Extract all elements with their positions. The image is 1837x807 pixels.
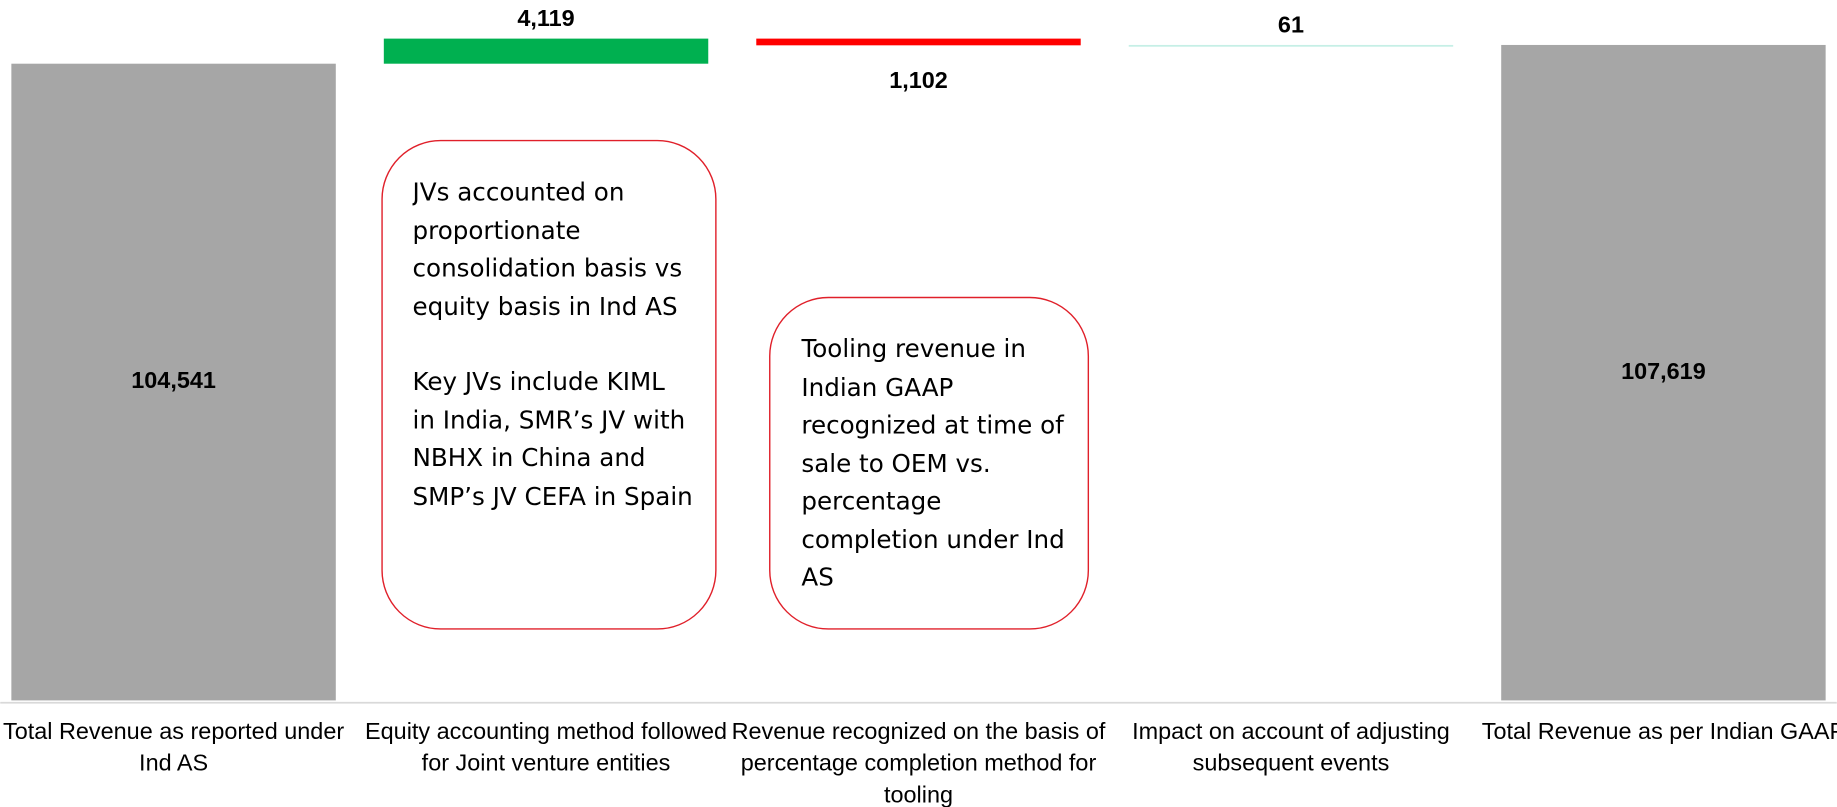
x-tick-label: Equity accounting method followed for Jo… — [365, 719, 728, 777]
annotation-box — [769, 296, 1090, 630]
annotation-text: JVs accounted on proportionate consolida… — [412, 178, 683, 321]
x-tick-label-box: Impact on account of adjusting subsequen… — [1132, 719, 1450, 777]
x-tick-label: Total Revenue as reported under Ind AS — [2, 719, 345, 777]
annotation: Tooling revenue in Indian GAAP recognize… — [801, 330, 1065, 596]
annotation-text: Tooling revenue in Indian GAAP recognize… — [801, 334, 1065, 592]
annotation-text-box: Tooling revenue in Indian GAAP recognize… — [801, 330, 1065, 596]
x-tick-label-box: Total Revenue as per Indian GAAP — [1481, 719, 1837, 745]
annotation-text: Key JVs include KIML in India, SMR’s JV … — [412, 367, 693, 511]
value-label: 107,619 — [1621, 358, 1706, 384]
x-tick-label: Impact on account of adjusting subsequen… — [1132, 719, 1450, 777]
annotation-box — [381, 139, 717, 630]
value-label: 61 — [1278, 11, 1304, 37]
annotation: JVs accounted on proportionate consolida… — [413, 173, 694, 515]
x-tick-label: Revenue recognized on the basis of perce… — [731, 719, 1106, 807]
x-tick-label-box: Equity accounting method followed for Jo… — [365, 719, 728, 777]
annotation-text-box: JVs accounted on proportionate consolida… — [413, 173, 694, 515]
bar — [11, 63, 336, 701]
bar — [1501, 44, 1826, 701]
value-label: 4,119 — [517, 5, 574, 31]
bar — [1128, 44, 1454, 47]
bar — [383, 38, 709, 64]
value-label: 1,102 — [889, 67, 948, 93]
x-tick-label: Total Revenue as per Indian GAAP — [1481, 719, 1837, 745]
x-tick-label-box: Revenue recognized on the basis of perce… — [731, 719, 1106, 807]
x-tick-label-box: Total Revenue as reported under Ind AS — [2, 719, 345, 777]
value-label: 104,541 — [131, 367, 216, 393]
bar — [756, 38, 1081, 46]
